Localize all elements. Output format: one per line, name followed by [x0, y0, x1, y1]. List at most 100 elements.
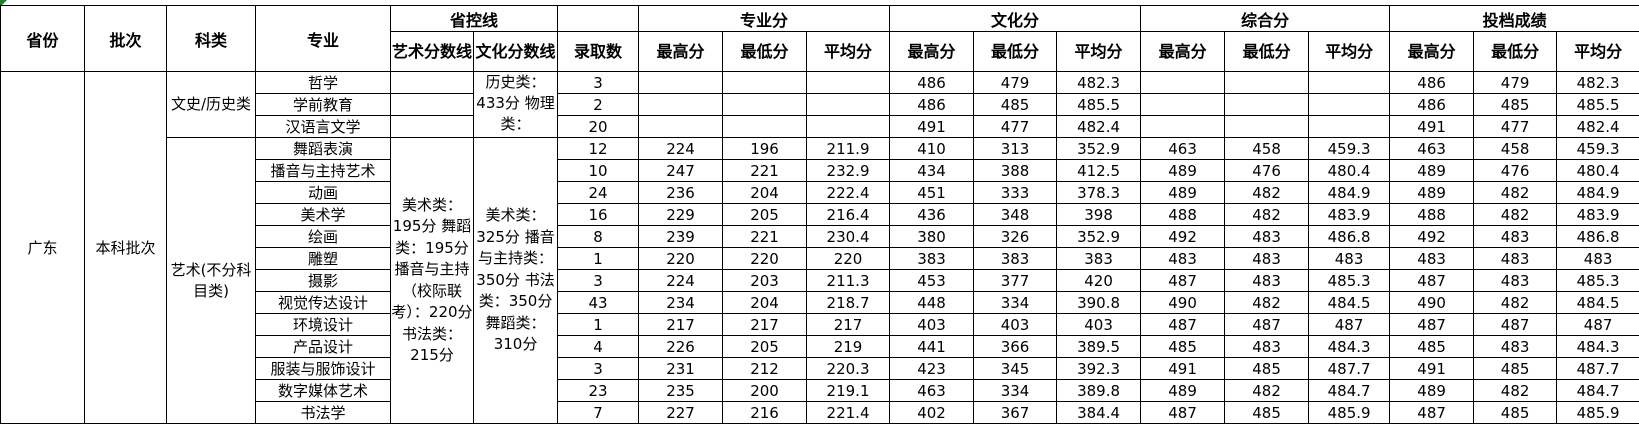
- filing-avg-cell[interactable]: 485.5: [1556, 93, 1639, 116]
- composite-min-cell[interactable]: 483: [1224, 247, 1310, 270]
- major-min-cell[interactable]: 205: [722, 335, 808, 358]
- major-max-cell[interactable]: 224: [638, 269, 724, 292]
- culture-max-cell[interactable]: 380: [889, 225, 975, 248]
- header-empty[interactable]: [557, 5, 640, 32]
- header-batch[interactable]: 批次: [84, 5, 167, 72]
- culture-avg-cell[interactable]: 378.3: [1056, 181, 1142, 204]
- header-major[interactable]: 专业: [255, 5, 391, 72]
- major-avg-cell[interactable]: 211.9: [806, 137, 891, 160]
- filing-avg-cell[interactable]: 483: [1556, 247, 1639, 270]
- major-avg-cell[interactable]: 217: [806, 313, 891, 336]
- culture-max-cell[interactable]: 491: [889, 115, 975, 138]
- filing-avg-cell[interactable]: 485.3: [1556, 269, 1639, 292]
- culture-avg-cell[interactable]: 389.5: [1056, 335, 1142, 358]
- admitted-count-cell[interactable]: 3: [557, 357, 640, 380]
- major-max-cell[interactable]: 217: [638, 313, 724, 336]
- composite-min-cell[interactable]: 482: [1224, 203, 1310, 226]
- art-line-cell[interactable]: [390, 115, 474, 138]
- header-admitted[interactable]: 录取数: [557, 31, 640, 72]
- major-avg-cell[interactable]: 219: [806, 335, 891, 358]
- filing-min-cell[interactable]: 483: [1473, 269, 1558, 292]
- major-max-cell[interactable]: 220: [638, 247, 724, 270]
- culture-min-cell[interactable]: 383: [973, 247, 1058, 270]
- major-max-cell[interactable]: 231: [638, 357, 724, 380]
- culture-min-cell[interactable]: 388: [973, 159, 1058, 182]
- culture-max-cell[interactable]: 463: [889, 379, 975, 402]
- culture-max-cell[interactable]: 436: [889, 203, 975, 226]
- filing-avg-cell[interactable]: 482.3: [1556, 71, 1639, 94]
- culture-max-cell[interactable]: 410: [889, 137, 975, 160]
- composite-max-cell[interactable]: 488: [1140, 203, 1226, 226]
- culture-min-cell[interactable]: 348: [973, 203, 1058, 226]
- culture-min-cell[interactable]: 333: [973, 181, 1058, 204]
- composite-min-cell[interactable]: 476: [1224, 159, 1310, 182]
- header-filing-max[interactable]: 最高分: [1389, 31, 1475, 72]
- composite-avg-cell[interactable]: 483: [1308, 247, 1391, 270]
- culture-max-cell[interactable]: 486: [889, 93, 975, 116]
- culture-max-cell[interactable]: 448: [889, 291, 975, 314]
- filing-max-cell[interactable]: 486: [1389, 71, 1475, 94]
- composite-avg-cell[interactable]: 483.9: [1308, 203, 1391, 226]
- major-avg-cell[interactable]: 221.4: [806, 401, 891, 424]
- major-avg-cell[interactable]: 222.4: [806, 181, 891, 204]
- art-line-cell[interactable]: 美术类：195分 舞蹈类：195分 播音与主持（校际联考）：220分 书法类：2…: [390, 137, 474, 424]
- admitted-count-cell[interactable]: 7: [557, 401, 640, 424]
- filing-max-cell[interactable]: 492: [1389, 225, 1475, 248]
- culture-min-cell[interactable]: 334: [973, 291, 1058, 314]
- header-major-min[interactable]: 最低分: [722, 31, 808, 72]
- filing-min-cell[interactable]: 487: [1473, 313, 1558, 336]
- major-cell[interactable]: 哲学: [255, 71, 391, 94]
- major-min-cell[interactable]: 205: [722, 203, 808, 226]
- major-cell[interactable]: 数字媒体艺术: [255, 379, 391, 402]
- major-avg-cell[interactable]: [806, 115, 891, 138]
- culture-min-cell[interactable]: 366: [973, 335, 1058, 358]
- filing-min-cell[interactable]: 483: [1473, 247, 1558, 270]
- culture-avg-cell[interactable]: 392.3: [1056, 357, 1142, 380]
- admitted-count-cell[interactable]: 4: [557, 335, 640, 358]
- major-cell[interactable]: 产品设计: [255, 335, 391, 358]
- culture-max-cell[interactable]: 423: [889, 357, 975, 380]
- culture-avg-cell[interactable]: 383: [1056, 247, 1142, 270]
- filing-max-cell[interactable]: 486: [1389, 93, 1475, 116]
- composite-min-cell[interactable]: 483: [1224, 269, 1310, 292]
- culture-avg-cell[interactable]: 485.5: [1056, 93, 1142, 116]
- header-culture-max[interactable]: 最高分: [889, 31, 975, 72]
- culture-avg-cell[interactable]: 352.9: [1056, 225, 1142, 248]
- composite-max-cell[interactable]: 489: [1140, 379, 1226, 402]
- admitted-count-cell[interactable]: 20: [557, 115, 640, 138]
- culture-min-cell[interactable]: 485: [973, 93, 1058, 116]
- major-avg-cell[interactable]: 220.3: [806, 357, 891, 380]
- filing-min-cell[interactable]: 479: [1473, 71, 1558, 94]
- filing-avg-cell[interactable]: 484.7: [1556, 379, 1639, 402]
- filing-avg-cell[interactable]: 459.3: [1556, 137, 1639, 160]
- composite-max-cell[interactable]: 491: [1140, 357, 1226, 380]
- composite-avg-cell[interactable]: 459.3: [1308, 137, 1391, 160]
- composite-min-cell[interactable]: 487: [1224, 313, 1310, 336]
- major-max-cell[interactable]: 224: [638, 137, 724, 160]
- composite-min-cell[interactable]: [1224, 71, 1310, 94]
- culture-avg-cell[interactable]: 420: [1056, 269, 1142, 292]
- culture-avg-cell[interactable]: 412.5: [1056, 159, 1142, 182]
- major-avg-cell[interactable]: 230.4: [806, 225, 891, 248]
- filing-avg-cell[interactable]: 486.8: [1556, 225, 1639, 248]
- culture-min-cell[interactable]: 326: [973, 225, 1058, 248]
- major-max-cell[interactable]: [638, 93, 724, 116]
- header-group-culture-score[interactable]: 文化分: [889, 5, 1142, 32]
- filing-min-cell[interactable]: 476: [1473, 159, 1558, 182]
- composite-avg-cell[interactable]: 480.4: [1308, 159, 1391, 182]
- filing-max-cell[interactable]: 487: [1389, 401, 1475, 424]
- composite-max-cell[interactable]: 487: [1140, 401, 1226, 424]
- admitted-count-cell[interactable]: 23: [557, 379, 640, 402]
- header-filing-min[interactable]: 最低分: [1473, 31, 1558, 72]
- composite-avg-cell[interactable]: 484.5: [1308, 291, 1391, 314]
- major-cell[interactable]: 雕塑: [255, 247, 391, 270]
- major-cell[interactable]: 播音与主持艺术: [255, 159, 391, 182]
- composite-max-cell[interactable]: [1140, 115, 1226, 138]
- composite-avg-cell[interactable]: 487: [1308, 313, 1391, 336]
- header-composite-max[interactable]: 最高分: [1140, 31, 1226, 72]
- filing-min-cell[interactable]: 483: [1473, 335, 1558, 358]
- major-avg-cell[interactable]: 216.4: [806, 203, 891, 226]
- major-avg-cell[interactable]: 218.7: [806, 291, 891, 314]
- filing-min-cell[interactable]: 483: [1473, 225, 1558, 248]
- major-min-cell[interactable]: [722, 115, 808, 138]
